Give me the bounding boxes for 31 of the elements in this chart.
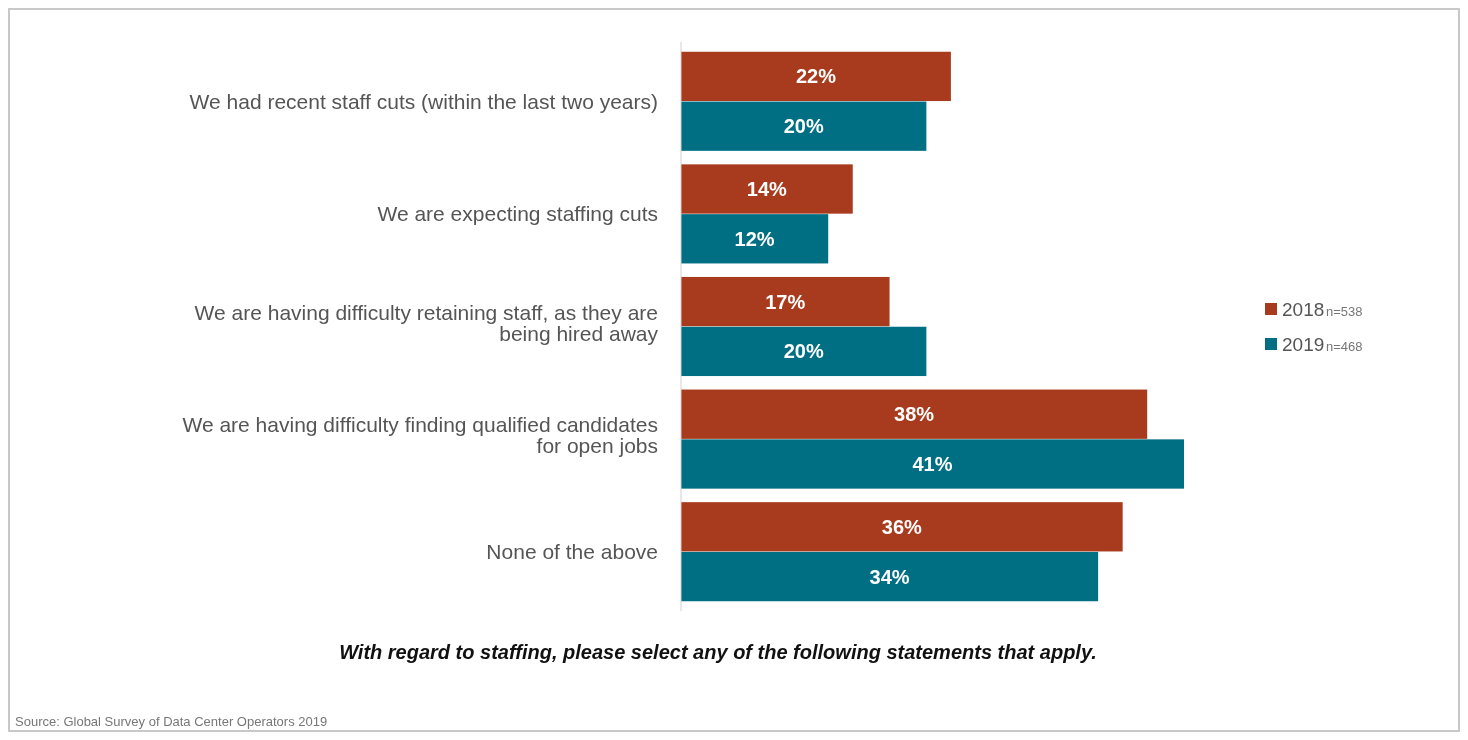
y-tick-label: We are having difficulty finding qualified candidates for open jobs [182, 413, 658, 458]
bar [681, 551, 1099, 602]
data-label: 41% [912, 453, 953, 475]
bar [681, 389, 1148, 439]
y-tick-label: We are having difficulty retaining staff, as they are being hired away [194, 300, 659, 345]
bar [681, 101, 927, 151]
text: n=468 [1326, 338, 1363, 354]
legend-label: 2019 [1282, 333, 1325, 355]
data-label: 34% [869, 565, 910, 588]
bar [681, 439, 1184, 489]
y-tick-label: We are expecting staffing cuts [377, 202, 658, 226]
bar [681, 502, 1123, 552]
data-label: 14% [746, 178, 788, 200]
data-label: 38% [894, 403, 935, 426]
bar [681, 51, 951, 102]
source-note: Source: Global Survey of Data Center Operators 2019 [15, 714, 328, 729]
bar [681, 164, 853, 214]
bar [681, 214, 829, 264]
y-tick-label: None of the above [486, 540, 658, 564]
data-label: 36% [881, 515, 923, 538]
data-label: 17% [765, 290, 806, 313]
text: With regard to staffing, please select any of the following statements that apply. [339, 641, 1097, 663]
legend-label: 2018 [1282, 298, 1325, 320]
data-label: 20% [783, 340, 824, 363]
data-label: 22% [795, 65, 837, 88]
bar [681, 326, 927, 377]
data-label: 20% [783, 115, 824, 138]
bar [681, 276, 890, 327]
y-tick-label: We had recent staff cuts (within the last two years) [189, 89, 658, 113]
text: n=538 [1326, 303, 1363, 319]
data-label: 12% [734, 227, 775, 250]
